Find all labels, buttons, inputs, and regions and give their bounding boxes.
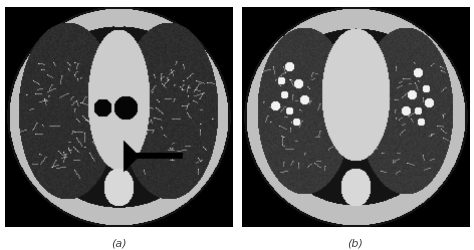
Text: (a): (a): [111, 238, 126, 248]
Text: (b): (b): [347, 238, 364, 248]
